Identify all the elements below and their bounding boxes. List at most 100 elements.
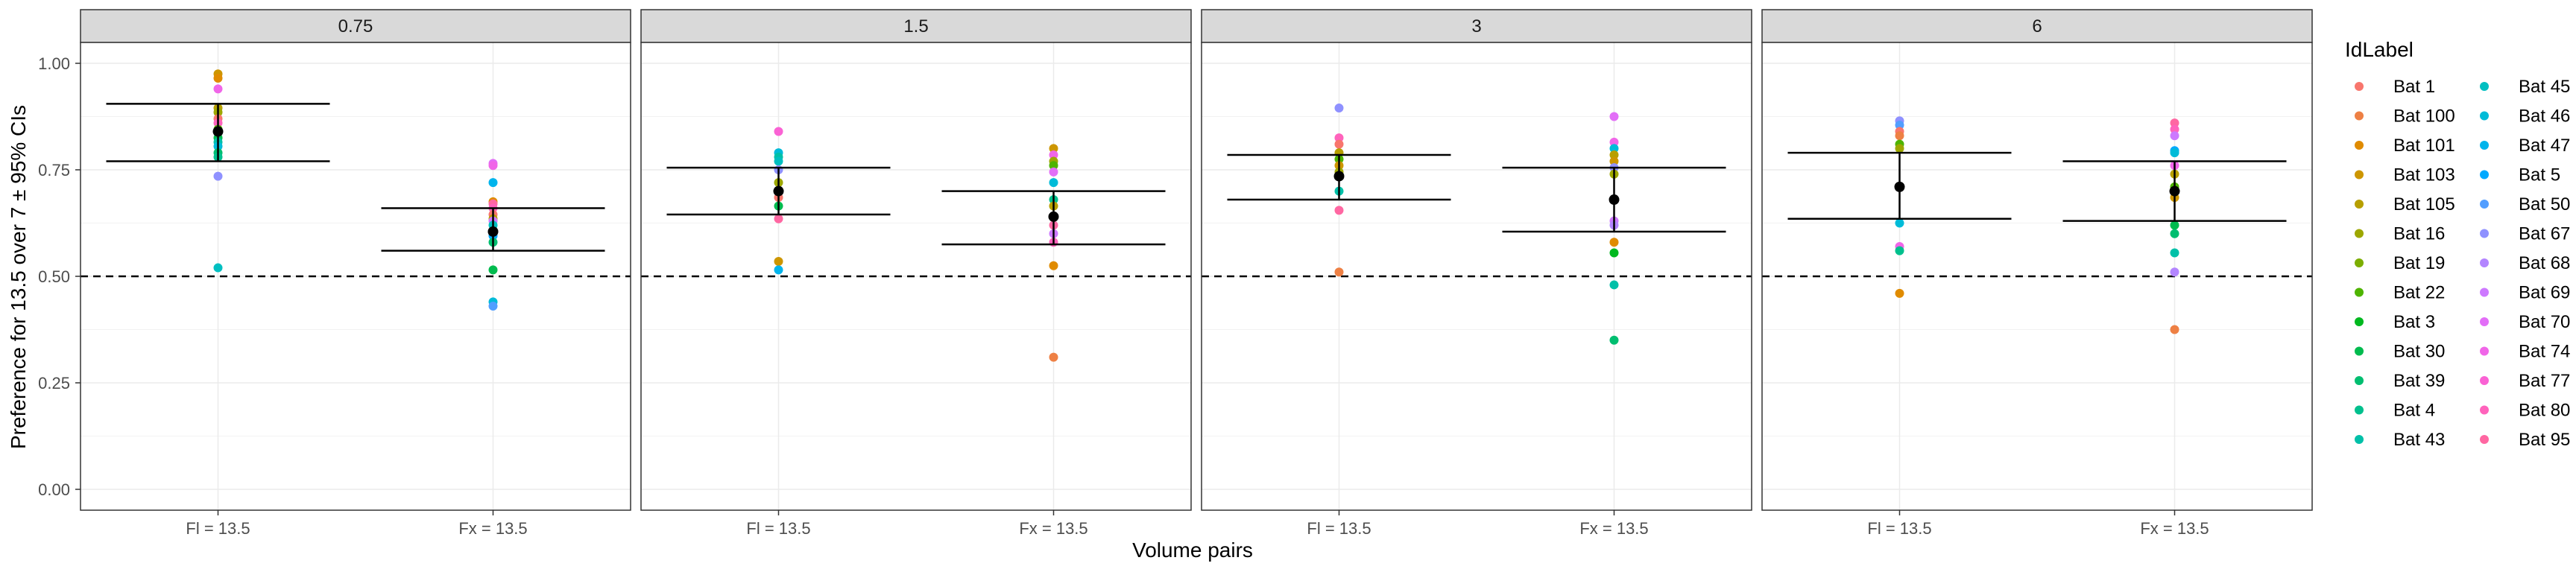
facet-panel-0.75: 0.75 Fl = 13.5 Fx = 13.5 [80,9,631,538]
legend-label: Bat 101 [2393,136,2455,156]
legend-key [2355,200,2364,209]
group-fx [2062,118,2287,334]
legend-label: Bat 30 [2393,342,2445,362]
data-point [2170,131,2179,141]
legend: IdLabel Bat 1 Bat 100 Bat 101 Bat 103 Bat 10… [2345,38,2570,450]
data-point [1609,137,1619,147]
legend-label: Bat 100 [2393,107,2455,127]
group-fx [381,159,605,311]
legend-label: Bat 19 [2393,253,2445,273]
data-point [2170,229,2179,238]
data-point [488,265,498,275]
group-fx [1502,112,1726,345]
group-fl [106,69,330,273]
legend-key [2480,141,2489,150]
legend-label: Bat 1 [2393,77,2435,97]
legend-label: Bat 45 [2519,77,2570,97]
legend-key [2355,170,2364,179]
legend-label: Bat 3 [2393,312,2435,332]
data-point [1334,267,1344,277]
data-point [2170,220,2179,230]
mean-point [1333,171,1345,182]
legend-label: Bat 39 [2393,371,2445,391]
legend-label: Bat 105 [2393,194,2455,214]
facet-panel-1.5: 1.5 Fl = 13.5 Fx = 13.5 [640,9,1192,538]
legend-label: Bat 80 [2519,401,2570,421]
x-tick-label: Fl = 13.5 [1307,519,1371,538]
legend-title: IdLabel [2345,38,2414,61]
legend-label: Bat 103 [2393,165,2455,185]
facet-strip-label: 1.5 [903,16,928,36]
data-point [2170,325,2179,334]
data-point [1609,144,1619,153]
data-point [1609,112,1619,121]
data-point [488,178,498,188]
legend-label: Bat 16 [2393,224,2445,244]
x-tick-label: Fl = 13.5 [1867,519,1931,538]
y-axis-title: Preference for 13.5 over 7 ± 95% CIs [7,105,30,449]
legend-key [2355,141,2364,150]
y-tick-label: 0.25 [38,374,70,393]
data-point [488,302,498,311]
facet-panel-6: 6 Fl = 13.5 Fx = 13.5 [1761,9,2313,538]
panel-border [640,42,1192,511]
legend-key [2480,170,2489,179]
legend-key [2355,346,2364,356]
facet-strip [80,9,631,43]
data-point [213,74,223,83]
legend-label: Bat 67 [2519,224,2570,244]
legend-key [2480,405,2489,415]
legend-label: Bat 4 [2393,401,2435,421]
legend-key [2355,287,2364,297]
y-tick-label: 0.75 [38,161,70,179]
data-point [488,161,498,171]
mean-point [773,185,784,197]
data-point [1334,206,1344,215]
legend-key [2480,258,2489,267]
legend-label: Bat 22 [2393,283,2445,303]
legend-key [2480,435,2489,444]
data-point [2170,248,2179,258]
data-point [2170,267,2179,277]
legend-label: Bat 70 [2519,312,2570,332]
data-point [1049,352,1058,362]
data-point [1895,131,1904,141]
legend-key [2480,287,2489,297]
data-point [774,214,783,223]
mean-point [1609,194,1620,206]
facet-strip [1761,9,2313,43]
x-tick-label: Fx = 13.5 [458,519,527,538]
facet-strip-label: 3 [1471,16,1481,36]
group-fl [666,127,891,275]
legend-key [2355,317,2364,326]
x-tick-label: Fx = 13.5 [1579,519,1648,538]
mean-point [1894,181,1905,192]
legend-label: Bat 43 [2393,430,2445,450]
legend-label: Bat 69 [2519,283,2570,303]
legend-label: Bat 50 [2519,194,2570,214]
group-fl [1787,116,2012,298]
data-point [1609,150,1619,159]
data-point [1895,120,1904,130]
facet-panel-3: 3 Fl = 13.5 Fx = 13.5 [1201,9,1752,538]
legend-label: Bat 74 [2519,342,2570,362]
data-point [1609,248,1619,258]
data-point [1049,144,1058,153]
data-point [213,84,223,94]
data-point [1334,133,1344,143]
data-point [213,171,223,181]
data-point [1049,161,1058,171]
x-tick-label: Fx = 13.5 [1019,519,1087,538]
legend-label: Bat 68 [2519,253,2570,273]
x-tick-label: Fx = 13.5 [2140,519,2209,538]
data-point [1895,246,1904,255]
mean-point [487,226,499,237]
data-point [1609,335,1619,345]
data-point [1609,238,1619,247]
group-fl [1227,104,1451,277]
x-axis-title: Volume pairs [1132,538,1253,562]
legend-key [2355,229,2364,238]
legend-key [2355,376,2364,385]
legend-key [2480,346,2489,356]
legend-key [2355,405,2364,415]
